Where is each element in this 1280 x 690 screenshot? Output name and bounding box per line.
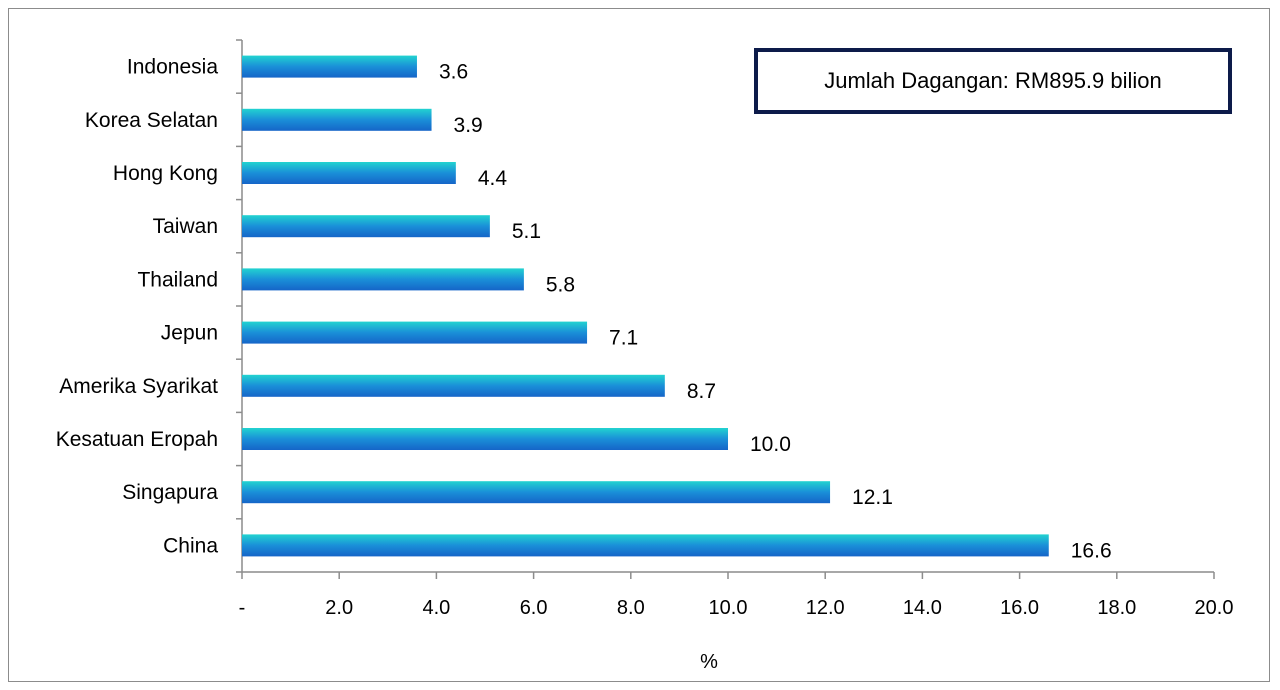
x-tick-label: 6.0 [520, 597, 548, 619]
category-label: China [163, 534, 218, 557]
x-tick-label: 2.0 [325, 597, 353, 619]
bars [242, 55, 1049, 557]
x-tick-label: 18.0 [1097, 597, 1136, 619]
x-tick-labels: - 2.0 4.0 6.0 8.0 10.0 12.0 14.0 16.0 18.0 20.0 [239, 597, 1234, 619]
bar-china [242, 534, 1049, 557]
value-label: 12.1 [852, 486, 893, 509]
value-label: 8.7 [687, 380, 716, 403]
value-label: 4.4 [478, 167, 508, 190]
category-label: Jepun [161, 322, 218, 345]
category-label: Hong Kong [113, 162, 218, 185]
category-label: Indonesia [127, 56, 218, 79]
value-labels: 3.6 3.9 4.4 5.1 5.8 7.1 8.7 10.0 12.1 16.6 [439, 61, 1112, 563]
bar-korea-selatan [242, 108, 432, 131]
x-axis-title: % [700, 651, 718, 673]
category-label: Taiwan [153, 215, 218, 238]
x-tick-label: 4.0 [422, 597, 450, 619]
x-tick-label: 16.0 [1000, 597, 1039, 619]
x-tick-label: 20.0 [1195, 597, 1234, 619]
value-label: 3.9 [454, 114, 483, 137]
category-label: Korea Selatan [85, 109, 218, 132]
bar-taiwan [242, 215, 490, 238]
value-label: 3.6 [439, 61, 468, 84]
category-label: Amerika Syarikat [59, 375, 218, 398]
bar-jepun [242, 321, 588, 344]
value-label: 16.6 [1071, 539, 1112, 562]
x-tick-label: 10.0 [709, 597, 748, 619]
x-tick-label: - [239, 597, 246, 619]
value-label: 10.0 [750, 433, 791, 456]
category-labels: Indonesia Korea Selatan Hong Kong Taiwan Tha… [56, 56, 219, 558]
x-tick-label: 14.0 [903, 597, 942, 619]
bar-kesatuan-eropah [242, 428, 728, 450]
bar-thailand [242, 268, 524, 291]
bar-singapura [242, 481, 831, 504]
category-label: Thailand [137, 268, 218, 291]
total-trade-box: Jumlah Dagangan: RM895.9 bilion [754, 48, 1232, 114]
value-label: 7.1 [609, 327, 638, 350]
value-label: 5.1 [512, 220, 541, 243]
x-tick-label: 12.0 [806, 597, 845, 619]
bar-indonesia [242, 55, 417, 78]
category-label: Kesatuan Eropah [56, 428, 218, 451]
chart-frame [8, 8, 1270, 682]
x-tick-label: 8.0 [617, 597, 645, 619]
bar-hong-kong [242, 162, 456, 184]
bar-amerika-syarikat [242, 374, 665, 397]
value-label: 5.8 [546, 273, 575, 296]
total-trade-text: Jumlah Dagangan: RM895.9 bilion [824, 68, 1162, 93]
category-label: Singapura [122, 481, 218, 504]
